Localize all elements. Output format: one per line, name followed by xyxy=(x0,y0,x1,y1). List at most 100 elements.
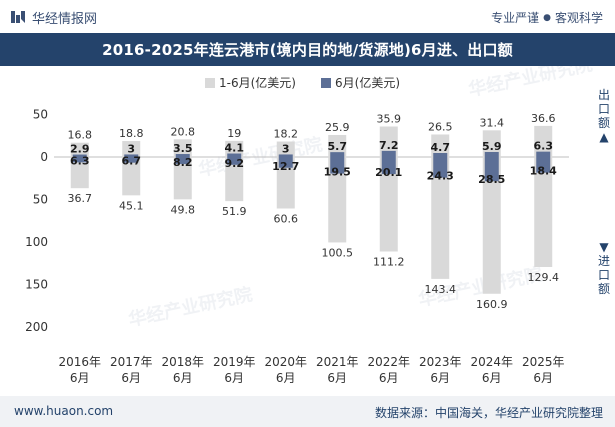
x-tick-label: 2017年 6月 xyxy=(110,355,153,385)
bar-export-cumulative xyxy=(482,130,501,157)
slogan: 专业严谨 ● 客观科学 xyxy=(491,9,603,26)
bar-export-month xyxy=(433,153,448,157)
top-bar: 华经情报网 专业严谨 ● 客观科学 xyxy=(0,0,615,32)
footer-site[interactable]: www.huaon.com xyxy=(14,404,114,418)
label-import-cumulative: 160.9 xyxy=(476,298,508,311)
bar-export-cumulative xyxy=(70,142,89,157)
bar-export-month xyxy=(227,153,242,157)
slogan-right: 客观科学 xyxy=(554,11,603,25)
label-export-month: 3 xyxy=(282,142,290,155)
x-tick-label-line: 2016年 xyxy=(58,355,101,369)
label-export-cumulative: 25.9 xyxy=(325,121,350,134)
bar-export-month xyxy=(484,151,499,157)
bar-export-month xyxy=(330,152,345,157)
bar-export-cumulative xyxy=(225,140,244,157)
watermark-0: 华经产业研究院 xyxy=(126,283,254,331)
bar-export-cumulative xyxy=(173,139,192,157)
bar-import-cumulative xyxy=(70,157,89,189)
bar-import-month xyxy=(433,157,448,178)
legend-label-cumulative: 1-6月(亿美元) xyxy=(219,75,296,90)
label-import-cumulative: 60.6 xyxy=(274,213,299,226)
label-export-cumulative: 19 xyxy=(227,127,241,140)
bar-import-cumulative xyxy=(122,157,141,196)
bar-import-month xyxy=(330,157,345,174)
label-import-month: 18.4 xyxy=(530,165,557,178)
x-tick-label-line: 6月 xyxy=(173,371,193,385)
label-import-month: 20.1 xyxy=(375,166,402,179)
label-export-cumulative: 18.8 xyxy=(119,127,144,140)
label-export-month: 7.2 xyxy=(379,139,399,152)
y-tick-label: 0 xyxy=(40,150,48,164)
y-tick-label: 200 xyxy=(25,320,48,334)
bar-import-cumulative xyxy=(328,157,347,243)
bar-export-month xyxy=(536,151,551,157)
bar-export-cumulative xyxy=(431,134,450,157)
bar-import-month xyxy=(124,157,139,163)
label-export-cumulative: 35.9 xyxy=(377,112,402,125)
export-axis-label: 出口额 ▲ xyxy=(597,88,611,144)
bar-export-month xyxy=(124,154,139,157)
label-import-month: 9.2 xyxy=(225,157,245,170)
x-tick-label-line: 2022年 xyxy=(367,355,410,369)
x-tick-label-line: 2024年 xyxy=(470,355,513,369)
slogan-left: 专业严谨 xyxy=(491,11,540,25)
label-import-cumulative: 51.9 xyxy=(222,205,247,218)
x-tick-label: 2025年 6月 xyxy=(522,355,565,385)
label-export-cumulative: 26.5 xyxy=(428,120,453,133)
x-tick-label-line: 2021年 xyxy=(316,355,359,369)
bar-export-cumulative xyxy=(534,125,553,157)
bar-import-cumulative xyxy=(173,157,192,200)
x-tick-label: 2022年 6月 xyxy=(367,355,410,385)
export-label-text: 出口额 xyxy=(597,88,610,130)
label-import-cumulative: 45.1 xyxy=(119,199,144,212)
footer: www.huaon.com 数据来源：中国海关，华经产业研究院整理 xyxy=(0,396,615,427)
bar-import-cumulative xyxy=(482,157,501,294)
bar-export-month xyxy=(72,154,87,157)
y-tick-label: 100 xyxy=(25,235,48,249)
watermark-3: 华经产业研究院 xyxy=(466,66,594,101)
brand-logo-icon xyxy=(11,11,25,23)
x-tick-label: 2021年 6月 xyxy=(316,355,359,385)
label-export-cumulative: 18.2 xyxy=(274,128,299,141)
label-export-month: 5.9 xyxy=(482,140,502,153)
label-export-cumulative: 31.4 xyxy=(480,116,505,129)
label-export-cumulative: 16.8 xyxy=(68,129,93,142)
brand: 华经情报网 xyxy=(10,7,97,27)
x-tick-label: 2019年 6月 xyxy=(213,355,256,385)
x-tick-label: 2018年 6月 xyxy=(161,355,204,385)
arrow-down-icon: ▼ xyxy=(599,240,609,254)
label-import-month: 8.2 xyxy=(173,156,193,169)
label-export-month: 6.3 xyxy=(534,140,554,153)
y-tick-label: 150 xyxy=(25,278,48,292)
label-import-month: 6.7 xyxy=(122,155,142,168)
bar-import-cumulative xyxy=(276,157,295,209)
legend-label-month: 6月(亿美元) xyxy=(335,75,400,90)
y-tick-label: 50 xyxy=(33,108,48,122)
x-tick-label-line: 6月 xyxy=(276,371,296,385)
bar-import-cumulative xyxy=(225,157,244,202)
bar-import-cumulative xyxy=(379,157,398,252)
x-tick-label: 2023年 6月 xyxy=(419,355,462,385)
bar-export-month xyxy=(278,154,293,157)
bar-import-month xyxy=(381,157,396,175)
x-tick-label-line: 6月 xyxy=(224,371,244,385)
bar-import-month xyxy=(72,157,87,163)
bar-export-month xyxy=(175,154,190,157)
chart-title: 2016-2025年连云港市(境内目的地/货源地)6月进、出口额 xyxy=(0,33,615,66)
x-tick-label-line: 2025年 xyxy=(522,355,565,369)
x-tick-label-line: 2023年 xyxy=(419,355,462,369)
y-tick-label: 50 xyxy=(33,193,48,207)
brand-name: 华经情报网 xyxy=(32,11,98,27)
label-export-month: 4.7 xyxy=(431,141,451,154)
label-export-month: 4.1 xyxy=(225,142,245,155)
label-import-cumulative: 111.2 xyxy=(373,256,405,269)
bar-export-cumulative xyxy=(122,141,141,157)
footer-source: 数据来源：中国海关，华经产业研究院整理 xyxy=(374,406,603,420)
x-tick-label-line: 6月 xyxy=(379,371,399,385)
label-import-cumulative: 100.5 xyxy=(322,246,354,259)
x-tick-label-line: 2017年 xyxy=(110,355,153,369)
x-tick-label-line: 6月 xyxy=(430,371,450,385)
label-import-cumulative: 143.4 xyxy=(425,283,457,296)
label-export-cumulative: 20.8 xyxy=(171,125,196,138)
import-axis-label: ▼ 进口额 xyxy=(597,240,611,296)
